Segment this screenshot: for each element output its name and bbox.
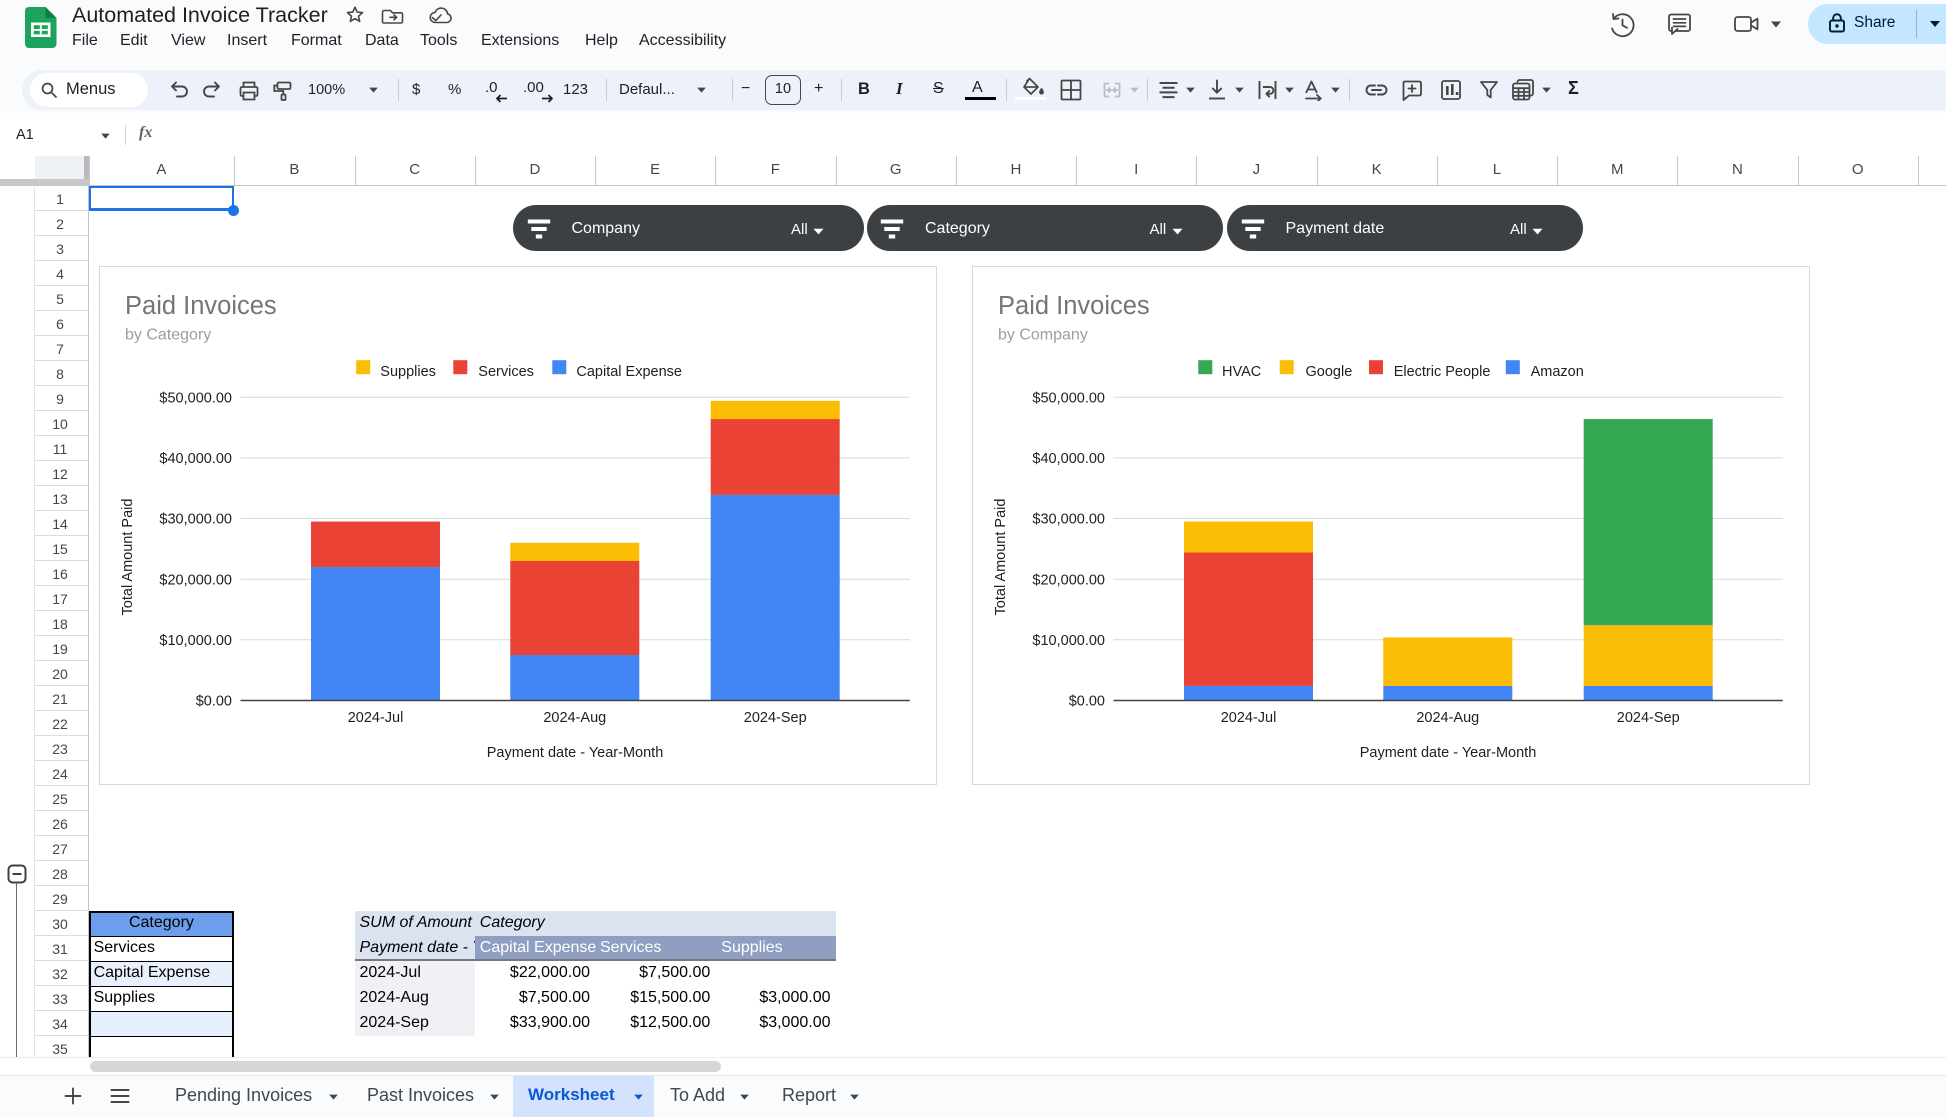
svg-text:Services: Services [478,364,534,380]
svg-text:$20,000.00: $20,000.00 [159,572,232,588]
svg-text:Paid Invoices: Paid Invoices [998,292,1150,320]
svg-text:$10,000.00: $10,000.00 [159,633,232,649]
svg-text:Total Amount Paid: Total Amount Paid [993,499,1009,616]
svg-text:2024-Sep: 2024-Sep [743,710,806,726]
svg-text:Amazon: Amazon [1530,364,1583,380]
svg-text:$30,000.00: $30,000.00 [1032,512,1105,528]
svg-text:Payment date - Year-Month: Payment date - Year-Month [486,745,663,761]
svg-text:by Company: by Company [998,327,1088,344]
svg-text:2024-Sep: 2024-Sep [1617,710,1680,726]
svg-text:by Category: by Category [125,327,211,344]
svg-text:$20,000.00: $20,000.00 [1032,572,1105,588]
svg-text:2024-Jul: 2024-Jul [1220,710,1276,726]
svg-text:Payment date - Year-Month: Payment date - Year-Month [1360,745,1537,761]
svg-text:$40,000.00: $40,000.00 [1032,451,1105,467]
svg-text:Google: Google [1305,364,1352,380]
svg-text:Electric People: Electric People [1393,364,1490,380]
svg-text:Supplies: Supplies [380,364,436,380]
svg-text:HVAC: HVAC [1222,364,1261,380]
svg-text:$50,000.00: $50,000.00 [159,390,232,406]
svg-text:$0.00: $0.00 [1069,694,1105,710]
svg-text:Paid Invoices: Paid Invoices [125,292,277,320]
svg-text:2024-Jul: 2024-Jul [347,710,403,726]
svg-text:$30,000.00: $30,000.00 [159,512,232,528]
svg-text:2024-Aug: 2024-Aug [1416,710,1479,726]
svg-text:Capital Expense: Capital Expense [576,364,682,380]
svg-text:$0.00: $0.00 [195,694,231,710]
svg-text:Total Amount Paid: Total Amount Paid [120,499,136,616]
svg-text:$10,000.00: $10,000.00 [1032,633,1105,649]
svg-text:$50,000.00: $50,000.00 [1032,390,1105,406]
svg-text:$40,000.00: $40,000.00 [159,451,232,467]
svg-text:2024-Aug: 2024-Aug [543,710,606,726]
